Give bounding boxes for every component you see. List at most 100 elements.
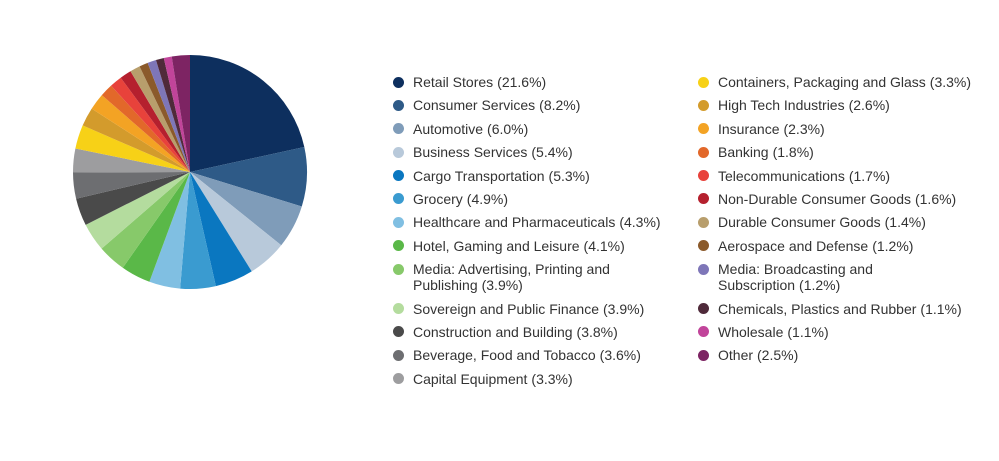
pie-slice (190, 55, 305, 172)
legend-value: (4.9%) (466, 190, 509, 207)
legend-value: (1.4%) (884, 214, 926, 231)
pie-slice (190, 172, 252, 287)
legend-value: (3.6%) (599, 347, 641, 364)
legend-column: Containers, Packaging and Glass (3.3%) Hig… (698, 74, 998, 371)
legend-marker (698, 349, 709, 361)
legend-value: (1.6%) (914, 190, 957, 207)
legend-marker (393, 263, 404, 275)
legend-label: High Tech Industries (718, 97, 845, 114)
legend-marker (393, 146, 404, 158)
legend-marker (393, 216, 404, 228)
pie-slice (91, 95, 190, 172)
pie-slice (190, 172, 302, 246)
legend-item: Cargo Transportation (5.3%) (393, 168, 663, 184)
legend-value: (2.6%) (848, 97, 890, 114)
legend-marker (393, 240, 404, 252)
legend-marker (698, 263, 709, 275)
pie-slice (130, 66, 190, 172)
pie-slice (122, 172, 190, 282)
legend-marker (393, 193, 404, 205)
legend-label: Other (718, 347, 754, 364)
legend-item: Hotel, Gaming and Leisure (4.1%) (393, 238, 663, 254)
legend-item: Capital Equipment (3.3%) (393, 371, 663, 387)
pie-slice (101, 172, 190, 268)
legend-label: Sovereign and Public Finance (413, 300, 600, 317)
legend-item: Aerospace and Defense (1.2%) (698, 238, 998, 254)
legend-value: (1.1%) (920, 300, 962, 317)
legend-label: Durable Consumer Goods (718, 214, 881, 231)
legend-value: (1.2%) (872, 237, 914, 254)
pie-slice (163, 56, 190, 172)
legend-value: (3.9%) (603, 300, 645, 317)
legend-item: Healthcare and Pharmaceuticals (4.3%) (393, 214, 663, 230)
pie-slice (147, 60, 190, 172)
legend-label: Grocery (413, 190, 463, 207)
legend-value: (1.8%) (772, 144, 814, 161)
pie-slice (82, 108, 190, 172)
legend-marker (393, 303, 404, 315)
legend-marker (698, 240, 709, 252)
legend-label: Construction and Building (413, 323, 573, 340)
legend-value: (3.9%) (481, 277, 523, 294)
legend-marker (698, 170, 709, 182)
legend-value: (3.8%) (576, 323, 618, 340)
legend-marker (393, 326, 404, 338)
legend-marker (698, 193, 709, 205)
pie-slice (76, 172, 190, 225)
legend-value: (21.6%) (497, 74, 547, 90)
legend-value: (1.7%) (848, 167, 891, 184)
pie-slice (73, 148, 190, 173)
legend-item: Wholesale (1.1%) (698, 324, 998, 340)
legend-value: (6.0%) (487, 120, 529, 137)
legend-item: Construction and Building (3.8%) (393, 324, 663, 340)
legend-value: (5.3%) (548, 167, 590, 184)
pie-slice (85, 172, 190, 249)
legend-item: Media: Advertising, Printing and Publish… (393, 261, 663, 293)
legend-marker (698, 216, 709, 228)
legend-label: Business Services (413, 144, 528, 161)
legend-value: (5.4%) (531, 144, 573, 161)
pie (73, 55, 307, 290)
legend-item: Durable Consumer Goods (1.4%) (698, 214, 998, 230)
legend-item: High Tech Industries (2.6%) (698, 97, 998, 113)
pie-slice (190, 172, 282, 272)
legend-value: (4.1%) (583, 237, 625, 254)
legend-label: Automotive (413, 120, 484, 137)
pie-slice (180, 172, 216, 290)
legend-marker (393, 123, 404, 135)
legend-value: (8.2%) (539, 97, 581, 114)
legend-item: Telecommunications (1.7%) (698, 168, 998, 184)
legend-item: Automotive (6.0%) (393, 121, 663, 137)
legend-item: Banking (1.8%) (698, 144, 998, 160)
legend-label: Wholesale (718, 323, 784, 340)
legend-value: (1.1%) (787, 323, 829, 340)
legend-item: Retail Stores (21.6%) (393, 74, 663, 90)
legend-value: (3.3%) (929, 74, 972, 90)
pie-slice (171, 55, 190, 172)
pie-slice (101, 85, 190, 172)
legend-label: Media: Broadcasting and Subscription (718, 261, 873, 294)
legend-label: Healthcare and Pharmaceuticals (413, 214, 616, 231)
legend-label: Non-Durable Consumer Goods (718, 190, 911, 207)
legend-label: Capital Equipment (413, 370, 528, 387)
legend-label: Cargo Transportation (413, 167, 545, 184)
legend-item: Media: Broadcasting and Subscription (1.2… (698, 261, 998, 293)
legend-marker (698, 326, 709, 338)
legend-value: (2.3%) (783, 120, 825, 137)
pie-slice (190, 147, 307, 207)
legend-value: (2.5%) (757, 347, 799, 364)
legend-value: (1.2%) (799, 277, 841, 294)
pie-slice (120, 71, 190, 172)
legend-item: Non-Durable Consumer Goods (1.6%) (698, 191, 998, 207)
legend-marker (393, 373, 404, 385)
legend-item: Sovereign and Public Finance (3.9%) (393, 301, 663, 317)
pie-slice (75, 125, 190, 172)
legend-marker (393, 99, 404, 111)
legend-marker (698, 99, 709, 111)
legend-item: Containers, Packaging and Glass (3.3%) (698, 74, 998, 90)
legend-marker (698, 303, 709, 315)
legend-marker (698, 123, 709, 135)
legend-marker (698, 76, 709, 88)
legend-value: (3.3%) (531, 370, 573, 387)
